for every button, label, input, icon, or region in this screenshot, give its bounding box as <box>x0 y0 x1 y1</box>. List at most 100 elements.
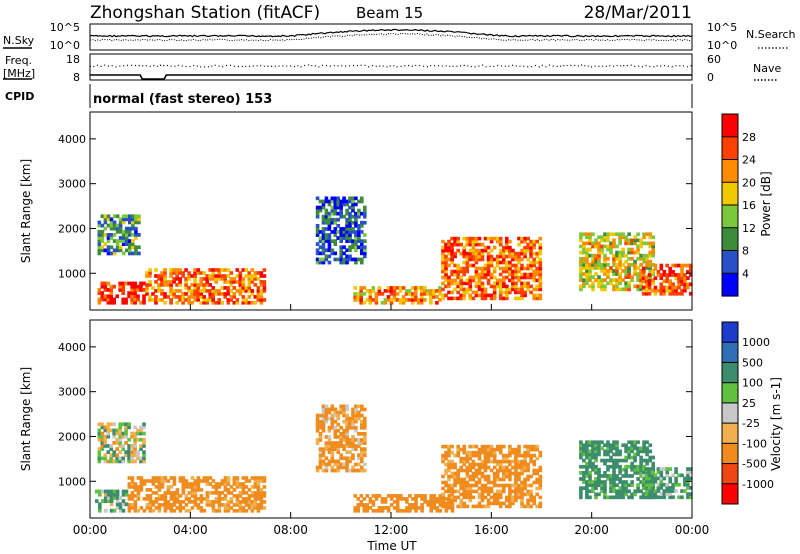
velocity-cell <box>333 444 338 448</box>
velocity-cell <box>647 479 652 484</box>
power-cell <box>407 289 412 293</box>
power-cell <box>205 298 209 302</box>
power-cell <box>131 239 135 243</box>
velocity-cell <box>336 465 340 470</box>
velocity-cell <box>193 500 198 504</box>
velocity-cell <box>371 500 376 504</box>
power-cell <box>410 292 415 296</box>
power-cell <box>336 211 340 216</box>
power-cell <box>477 287 482 292</box>
velocity-cell <box>339 441 343 445</box>
velocity-cell <box>199 494 204 498</box>
power-cell <box>175 268 179 272</box>
velocity-cell <box>118 502 123 507</box>
velocity-cell <box>662 476 667 481</box>
power-cell <box>468 293 473 298</box>
power-cell <box>450 257 454 262</box>
velocity-cell <box>151 476 156 480</box>
power-cell <box>115 294 119 299</box>
velocity-cell <box>483 465 488 470</box>
velocity-cell <box>645 449 649 454</box>
velocity-cell <box>477 486 482 491</box>
velocity-cell <box>579 455 583 460</box>
velocity-cell <box>106 428 111 433</box>
power-cell <box>100 248 105 253</box>
velocity-cell <box>103 459 108 464</box>
power-cell <box>502 284 506 289</box>
power-cell <box>680 273 684 277</box>
velocity-cell <box>444 468 448 473</box>
power-cell <box>112 214 117 219</box>
velocity-cell <box>644 476 649 481</box>
velocity-cell <box>579 495 583 500</box>
velocity-cell <box>205 497 210 501</box>
velocity-cell <box>489 468 494 473</box>
power-cell <box>627 263 631 267</box>
power-cell <box>247 286 252 290</box>
velocity-cell <box>211 500 216 504</box>
power-cell <box>668 288 672 293</box>
velocity-cell <box>477 501 482 506</box>
power-cell <box>523 239 527 244</box>
velocity-cell <box>535 480 539 485</box>
power-cell <box>398 301 403 305</box>
velocity-cell <box>363 435 367 439</box>
power-cell <box>137 217 141 222</box>
power-cell <box>465 290 470 295</box>
velocity-cell <box>247 503 252 507</box>
power-cell <box>477 293 482 298</box>
power-cell <box>321 230 326 234</box>
power-cell <box>535 287 539 292</box>
power-cell <box>133 281 137 286</box>
velocity-cell <box>259 488 264 492</box>
power-cell <box>318 251 323 256</box>
power-cell <box>333 196 338 201</box>
power-cell <box>465 278 470 283</box>
velocity-cell <box>594 495 598 500</box>
velocity-cell <box>160 503 165 507</box>
velocity-cell <box>459 459 463 464</box>
velocity-cell <box>348 468 352 473</box>
cpid-text: normal (fast stereo) 153 <box>93 92 272 107</box>
power-cell <box>175 283 179 287</box>
power-cell <box>582 241 586 246</box>
velocity-cell <box>193 482 198 486</box>
power-cell <box>656 270 661 274</box>
velocity-cell <box>618 449 622 454</box>
power-cell <box>208 292 212 296</box>
power-cell <box>259 274 264 278</box>
velocity-cell <box>175 494 180 498</box>
power-cell <box>486 281 491 286</box>
power-cell <box>489 293 494 298</box>
velocity-cell <box>606 458 610 463</box>
power-cell <box>591 281 595 286</box>
velocity-cell <box>597 443 601 448</box>
velocity-cell <box>644 479 649 484</box>
power-cell <box>315 211 320 216</box>
power-cell <box>121 297 125 302</box>
velocity-cell <box>423 494 427 498</box>
velocity-cell <box>486 456 491 461</box>
power-cell <box>618 275 622 279</box>
velocity-cell <box>486 459 491 464</box>
power-cell <box>517 251 521 256</box>
power-cell <box>585 247 589 252</box>
velocity-cell <box>324 444 329 448</box>
velocity-cell <box>232 488 237 492</box>
velocity-cell <box>486 492 491 497</box>
velocity-cell <box>686 495 690 500</box>
power-cell <box>333 251 338 256</box>
velocity-cell <box>235 497 240 501</box>
power-cell <box>471 278 476 283</box>
power-cell <box>184 286 188 290</box>
power-cell <box>606 263 610 267</box>
velocity-cell <box>414 506 418 510</box>
velocity-cell <box>130 459 134 464</box>
power-cell <box>459 293 463 298</box>
velocity-cell <box>633 458 637 463</box>
velocity-cell <box>508 483 512 488</box>
power-cell <box>508 239 512 244</box>
power-cell <box>348 211 352 216</box>
velocity-cell <box>514 498 518 503</box>
power-cell <box>447 275 451 280</box>
